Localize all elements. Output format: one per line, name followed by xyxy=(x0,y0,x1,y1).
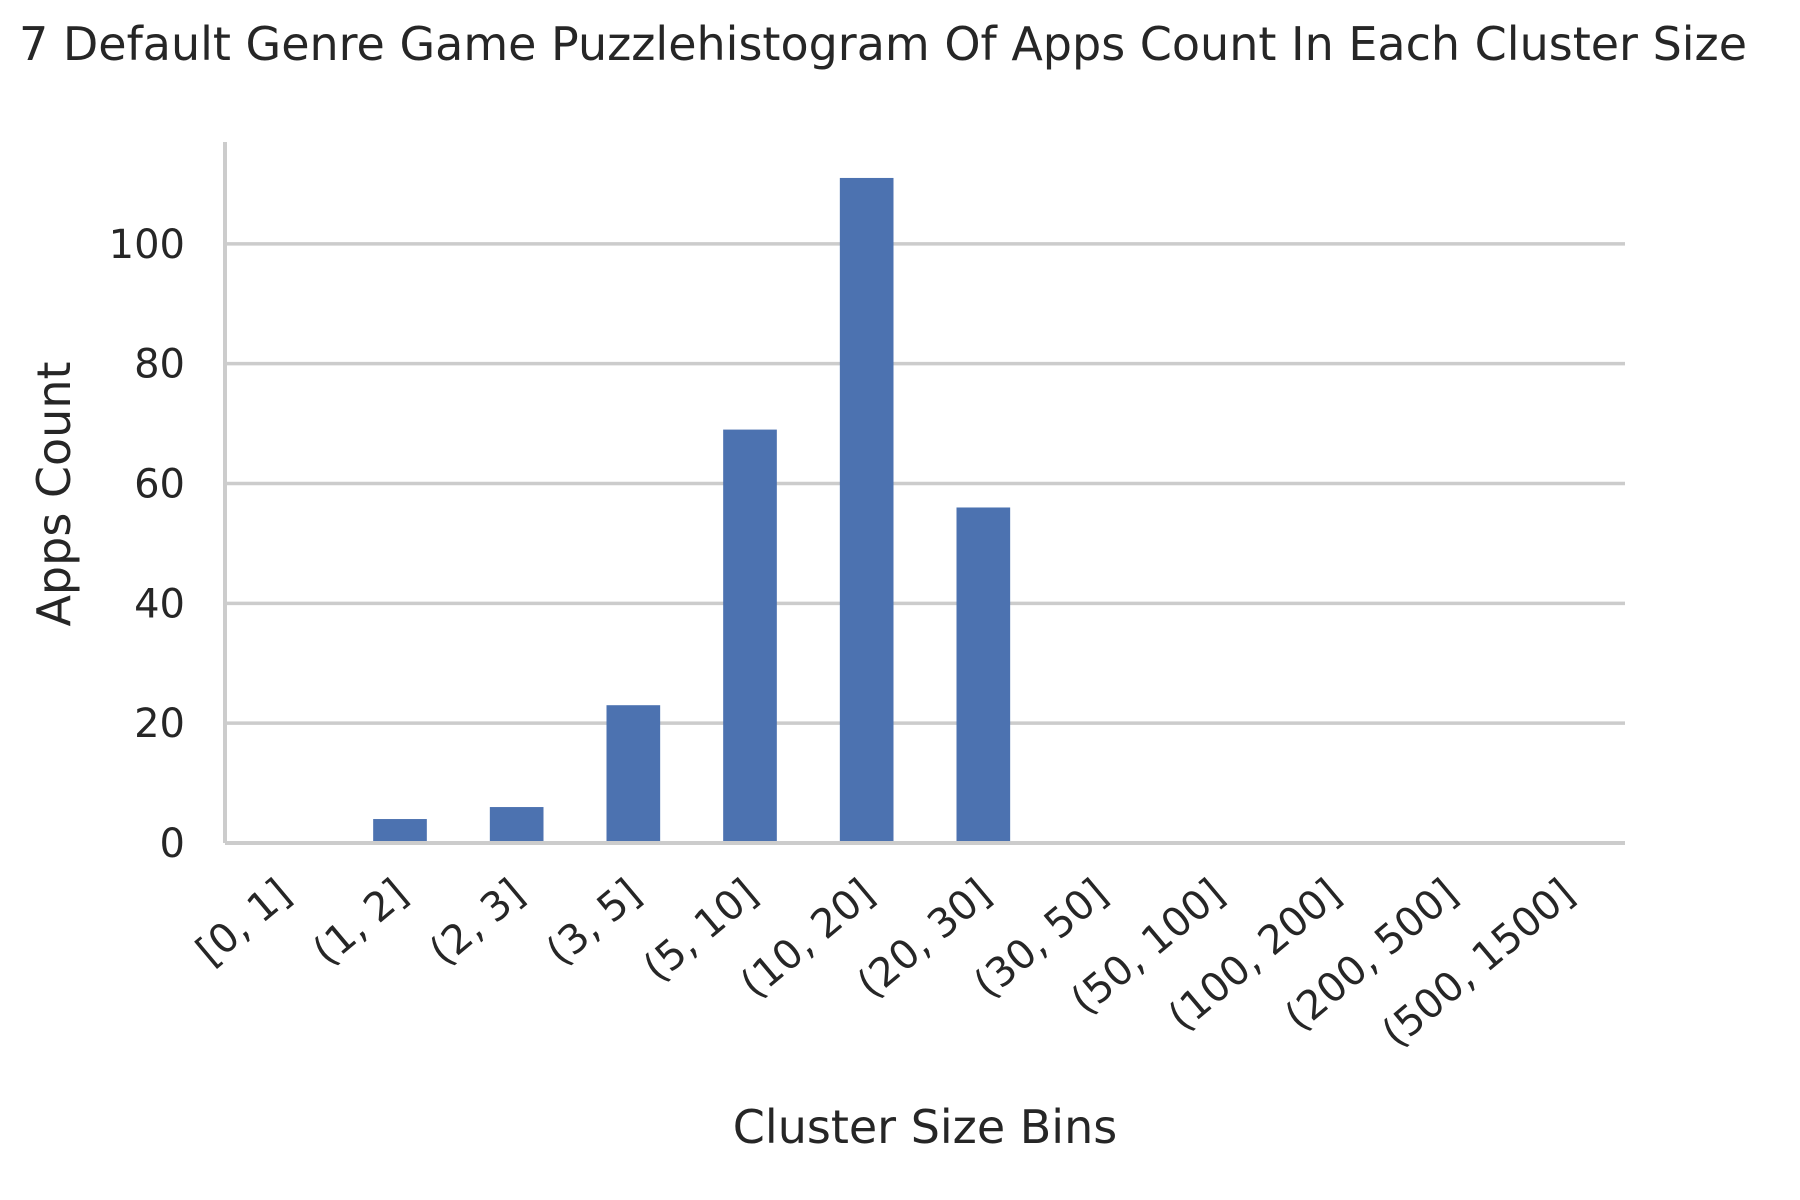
chart-title: 7 Default Genre Game Puzzlehistogram Of … xyxy=(19,17,1747,71)
y-tick-label: 80 xyxy=(134,342,185,388)
bar-1 xyxy=(373,819,427,843)
bar-3 xyxy=(606,705,661,843)
y-tick-label: 40 xyxy=(134,581,185,627)
x-tick-labels: [0, 1] (1, 2] (2, 3] (3, 5](5, 10](10, 20](… xyxy=(188,870,1583,1056)
x-tick-label: (3, 5] xyxy=(538,870,650,974)
x-axis-label: Cluster Size Bins xyxy=(733,1100,1117,1154)
y-tick-label: 20 xyxy=(134,701,185,747)
y-tick-label: 100 xyxy=(109,222,185,268)
y-tick-label: 60 xyxy=(134,462,185,508)
x-tick-label: (2, 3] xyxy=(421,870,533,974)
bar-6 xyxy=(956,507,1011,843)
bar-2 xyxy=(489,807,544,843)
y-tick-label: 0 xyxy=(160,821,185,867)
y-axis-label: Apps Count xyxy=(27,361,81,626)
bar-5 xyxy=(839,177,894,843)
bars xyxy=(373,177,1011,843)
y-tick-labels: 0 20 40 60 80 100 xyxy=(109,222,185,867)
x-tick-label: (1, 2] xyxy=(304,870,416,974)
bar-4 xyxy=(723,429,777,843)
x-tick-label: [0, 1] xyxy=(188,870,300,974)
grid-lines xyxy=(225,242,1625,725)
